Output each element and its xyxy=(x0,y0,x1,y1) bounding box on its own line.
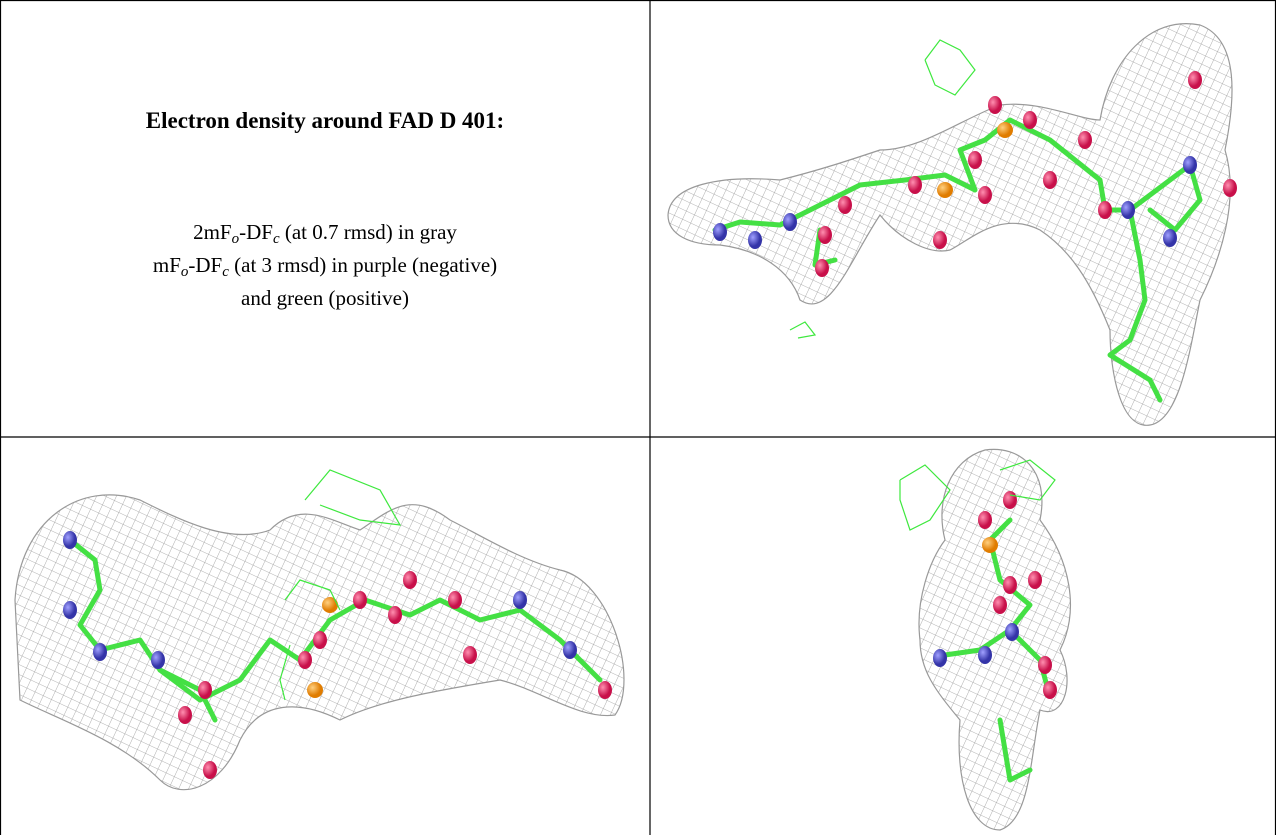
legend-line: and green (positive) xyxy=(0,282,650,315)
atom xyxy=(513,591,527,609)
density-mesh xyxy=(667,23,1233,426)
atom xyxy=(933,649,947,667)
atom xyxy=(178,706,192,724)
atom xyxy=(1121,201,1135,219)
legend-line: 2mFo-DFc (at 0.7 rmsd) in gray xyxy=(0,216,650,249)
text-run: and green (positive) xyxy=(241,286,409,310)
text-run: -DF xyxy=(188,253,223,277)
atom xyxy=(937,182,953,198)
atom xyxy=(1043,171,1057,189)
atom xyxy=(997,122,1013,138)
atom xyxy=(933,231,947,249)
atom xyxy=(1023,111,1037,129)
atom xyxy=(598,681,612,699)
atom xyxy=(993,596,1007,614)
atom xyxy=(388,606,402,624)
atom xyxy=(1003,491,1017,509)
atom xyxy=(1183,156,1197,174)
subscript: c xyxy=(222,264,229,280)
atom xyxy=(463,646,477,664)
atom xyxy=(63,531,77,549)
text-run: 2mF xyxy=(193,220,232,244)
subscript: o xyxy=(180,264,189,280)
atom xyxy=(968,151,982,169)
atom xyxy=(151,651,165,669)
atom xyxy=(838,196,852,214)
bond xyxy=(1107,207,1163,403)
atom xyxy=(818,226,832,244)
text-run: -DF xyxy=(239,220,273,244)
density-images xyxy=(14,23,1237,831)
text-cell: Electron density around FAD D 401: 2mFo-… xyxy=(0,0,650,437)
positive-density xyxy=(279,644,291,701)
positive-density xyxy=(899,464,951,531)
atom xyxy=(978,646,992,664)
atom xyxy=(783,213,797,231)
positive-density xyxy=(999,459,1056,501)
atom xyxy=(1028,571,1042,589)
text-run: mF xyxy=(152,253,181,277)
atom xyxy=(988,96,1002,114)
atom xyxy=(1098,201,1112,219)
atom xyxy=(313,631,327,649)
bond xyxy=(812,227,838,268)
atom xyxy=(322,597,338,613)
atom xyxy=(307,682,323,698)
atom xyxy=(1163,229,1177,247)
atom xyxy=(1043,681,1057,699)
atom xyxy=(815,259,829,277)
bond xyxy=(997,717,1033,783)
atom xyxy=(93,643,107,661)
atom xyxy=(982,537,998,553)
atom xyxy=(198,681,212,699)
atom xyxy=(353,591,367,609)
positive-density xyxy=(789,321,817,339)
legend-text: 2mFo-DFc (at 0.7 rmsd) in gray mFo-DFc (a… xyxy=(0,216,650,315)
atom xyxy=(713,223,727,241)
cell-title: Electron density around FAD D 401: xyxy=(145,108,505,133)
atom xyxy=(1038,656,1052,674)
atom xyxy=(1005,623,1019,641)
atom xyxy=(448,591,462,609)
atom xyxy=(403,571,417,589)
atom xyxy=(908,176,922,194)
atom xyxy=(978,186,992,204)
legend-line: mFo-DFc (at 3 rmsd) in purple (negative) xyxy=(0,249,650,282)
atom xyxy=(563,641,577,659)
atom xyxy=(1003,576,1017,594)
positive-density xyxy=(284,579,341,611)
subscript: c xyxy=(272,231,280,247)
atom xyxy=(748,231,762,249)
positive-density xyxy=(924,39,976,96)
atom xyxy=(298,651,312,669)
atom xyxy=(1078,131,1092,149)
positive-density xyxy=(304,469,402,526)
atom xyxy=(63,601,77,619)
atom xyxy=(978,511,992,529)
subscript: o xyxy=(231,231,240,247)
atom xyxy=(1223,179,1237,197)
text-run: (at 3 rmsd) in purple (negative) xyxy=(228,253,498,277)
atom xyxy=(203,761,217,779)
text-run: (at 0.7 rmsd) in gray xyxy=(279,220,457,244)
atom xyxy=(1188,71,1202,89)
